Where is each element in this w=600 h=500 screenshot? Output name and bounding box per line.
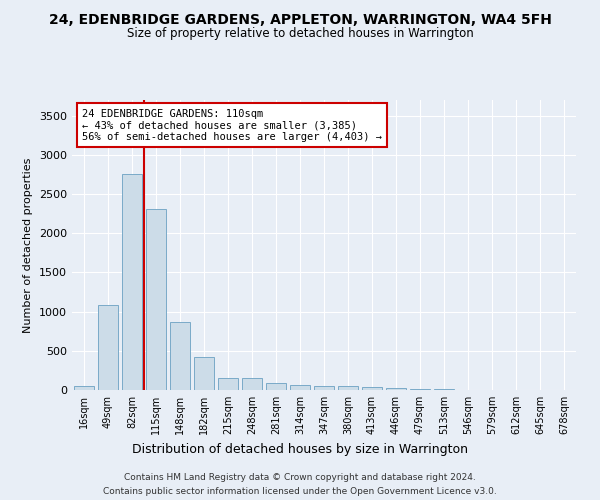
Y-axis label: Number of detached properties: Number of detached properties — [23, 158, 34, 332]
Bar — [146, 209, 166, 390]
Bar — [170, 322, 190, 390]
Bar — [314, 386, 334, 390]
Text: 24, EDENBRIDGE GARDENS, APPLETON, WARRINGTON, WA4 5FH: 24, EDENBRIDGE GARDENS, APPLETON, WARRIN… — [49, 12, 551, 26]
Bar — [266, 383, 286, 390]
Bar — [410, 389, 430, 390]
Bar — [290, 385, 310, 390]
Bar — [194, 357, 214, 390]
Bar — [386, 388, 406, 390]
Bar — [434, 389, 454, 390]
Bar — [362, 387, 382, 390]
Text: Size of property relative to detached houses in Warrington: Size of property relative to detached ho… — [127, 28, 473, 40]
Bar — [338, 386, 358, 390]
Bar — [98, 306, 118, 390]
Text: 24 EDENBRIDGE GARDENS: 110sqm
← 43% of detached houses are smaller (3,385)
56% o: 24 EDENBRIDGE GARDENS: 110sqm ← 43% of d… — [82, 108, 382, 142]
Text: Contains public sector information licensed under the Open Government Licence v3: Contains public sector information licen… — [103, 488, 497, 496]
Text: Distribution of detached houses by size in Warrington: Distribution of detached houses by size … — [132, 442, 468, 456]
Bar — [122, 174, 142, 390]
Text: Contains HM Land Registry data © Crown copyright and database right 2024.: Contains HM Land Registry data © Crown c… — [124, 472, 476, 482]
Bar — [218, 378, 238, 390]
Bar — [74, 386, 94, 390]
Bar — [242, 378, 262, 390]
